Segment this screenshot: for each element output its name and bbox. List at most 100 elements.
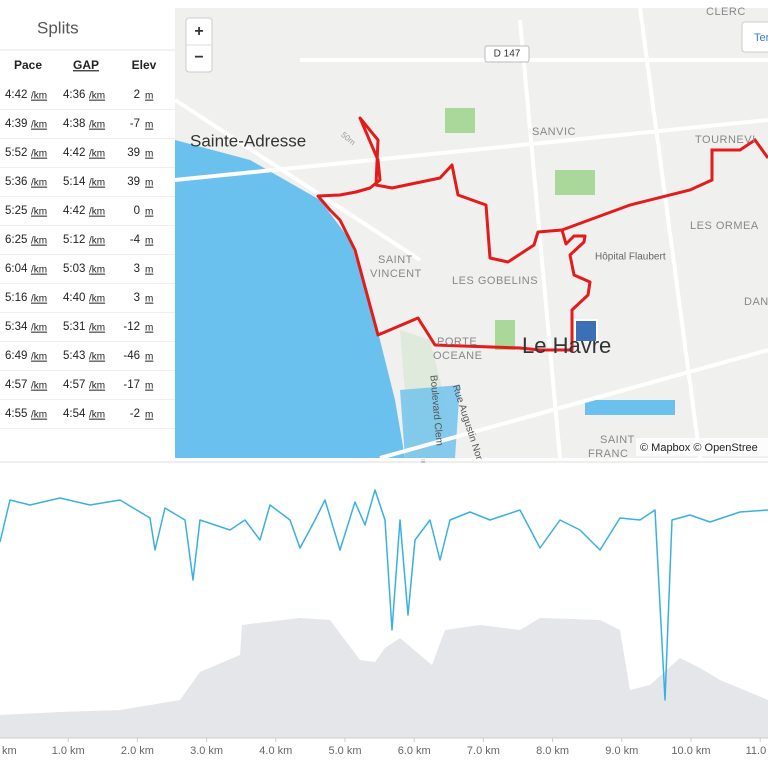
x-tick-label: 1.0 km <box>52 745 85 757</box>
elevation-pace-chart: km 1.0 km 2.0 km 3.0 km 4.0 km 5.0 km 6.0 km 7.… <box>0 489 768 757</box>
map-label: CLERC <box>706 6 746 18</box>
unit: m <box>145 120 153 131</box>
elev: 3 <box>134 263 140 275</box>
splits-panel <box>0 8 175 458</box>
unit: /km <box>31 91 47 102</box>
unit: /km <box>31 381 47 392</box>
map-label: Sainte-Adresse <box>190 131 306 150</box>
elev: -12 <box>123 321 140 333</box>
map-label: SAINT <box>600 434 635 446</box>
unit: /km <box>89 381 105 392</box>
x-tick-label: km <box>2 745 17 757</box>
elev: 2 <box>134 89 140 101</box>
gap: 4:54 <box>63 408 86 420</box>
zoom-in[interactable]: + <box>194 23 203 40</box>
pace: 5:34 <box>5 321 28 333</box>
elev: 39 <box>127 147 140 159</box>
map-label: DAN <box>744 296 768 308</box>
gap: 4:42 <box>63 205 85 217</box>
x-tick-label: 9.0 km <box>605 745 638 757</box>
unit: /km <box>89 120 105 131</box>
svg-text:≡: ≡ <box>421 457 426 466</box>
elev: 39 <box>127 176 140 188</box>
unit: /km <box>31 207 47 218</box>
pace: 5:25 <box>5 205 27 217</box>
unit: /km <box>89 91 105 102</box>
unit: m <box>145 178 153 189</box>
unit: /km <box>31 178 47 189</box>
gap: 5:12 <box>63 234 85 246</box>
pace: 4:39 <box>5 118 27 130</box>
terrain-button[interactable]: Ter <box>754 32 768 44</box>
elev: -46 <box>123 350 140 362</box>
map-label: LES ORMEA <box>690 220 759 232</box>
unit: /km <box>89 352 105 363</box>
map-label: TOURNEVI <box>695 134 756 146</box>
map-label: LES GOBELINS <box>452 275 538 287</box>
pace: 4:42 <box>5 89 27 101</box>
unit: /km <box>89 207 105 218</box>
pace: 4:57 <box>5 379 27 391</box>
elev: -7 <box>130 118 140 130</box>
unit: /km <box>89 236 105 247</box>
unit: /km <box>89 149 105 160</box>
gap: 4:36 <box>63 89 85 101</box>
column-header: GAP <box>73 58 99 72</box>
x-tick-label: 10.0 km <box>671 745 710 757</box>
unit: m <box>145 294 153 305</box>
elev: -2 <box>130 408 140 420</box>
unit: m <box>145 91 153 102</box>
pace: 6:49 <box>5 350 27 362</box>
pace: 4:55 <box>5 408 27 420</box>
map-label: VINCENT <box>370 268 422 280</box>
x-tick-label: 6.0 km <box>398 745 431 757</box>
gap: 4:42 <box>63 147 85 159</box>
unit: /km <box>31 120 47 131</box>
x-tick-label: 5.0 km <box>328 745 361 757</box>
unit: /km <box>89 294 105 305</box>
elev: -4 <box>130 234 141 246</box>
x-tick-label: 11.0 k <box>746 745 768 757</box>
pace: 6:04 <box>5 263 28 275</box>
elev: 3 <box>134 292 140 304</box>
attribution[interactable]: © Mapbox © OpenStree <box>640 442 758 454</box>
pace: 5:16 <box>5 292 27 304</box>
unit: /km <box>31 323 47 334</box>
gap: 5:03 <box>63 263 85 275</box>
zoom-out[interactable]: − <box>194 49 203 66</box>
map-label: SAINT <box>378 254 413 266</box>
unit: m <box>145 207 153 218</box>
map: + − Ter D 147 50m © Mapbox © OpenStree S… <box>173 6 768 462</box>
pace: 6:25 <box>5 234 27 246</box>
column-header: Elev <box>132 58 157 72</box>
unit: m <box>145 265 153 276</box>
road-label: D 147 <box>494 49 521 60</box>
gap: 4:57 <box>63 379 85 391</box>
gap: 5:31 <box>63 321 85 333</box>
unit: /km <box>89 323 105 334</box>
unit: m <box>145 323 153 334</box>
elev: -17 <box>123 379 140 391</box>
unit: /km <box>31 149 47 160</box>
x-tick-label: 7.0 km <box>467 745 500 757</box>
x-tick-label: 4.0 km <box>259 745 292 757</box>
unit: /km <box>31 236 47 247</box>
map-label: PORTE <box>437 336 477 348</box>
gap: 4:38 <box>63 118 85 130</box>
unit: /km <box>89 178 105 189</box>
unit: /km <box>89 265 105 276</box>
map-label: Le Havre <box>522 333 611 358</box>
column-header: Pace <box>14 58 42 72</box>
gap: 5:43 <box>63 350 85 362</box>
map-label: OCEANE <box>433 350 482 362</box>
map-label: FRANC <box>588 448 628 460</box>
x-tick-label: 3.0 km <box>190 745 223 757</box>
gap: 5:14 <box>63 176 86 188</box>
x-tick-label: 8.0 km <box>536 745 569 757</box>
pace: 5:36 <box>5 176 27 188</box>
unit: m <box>145 381 153 392</box>
map-label: Hôpital Flaubert <box>595 252 666 263</box>
gap: 4:40 <box>63 292 85 304</box>
unit: m <box>145 149 153 160</box>
